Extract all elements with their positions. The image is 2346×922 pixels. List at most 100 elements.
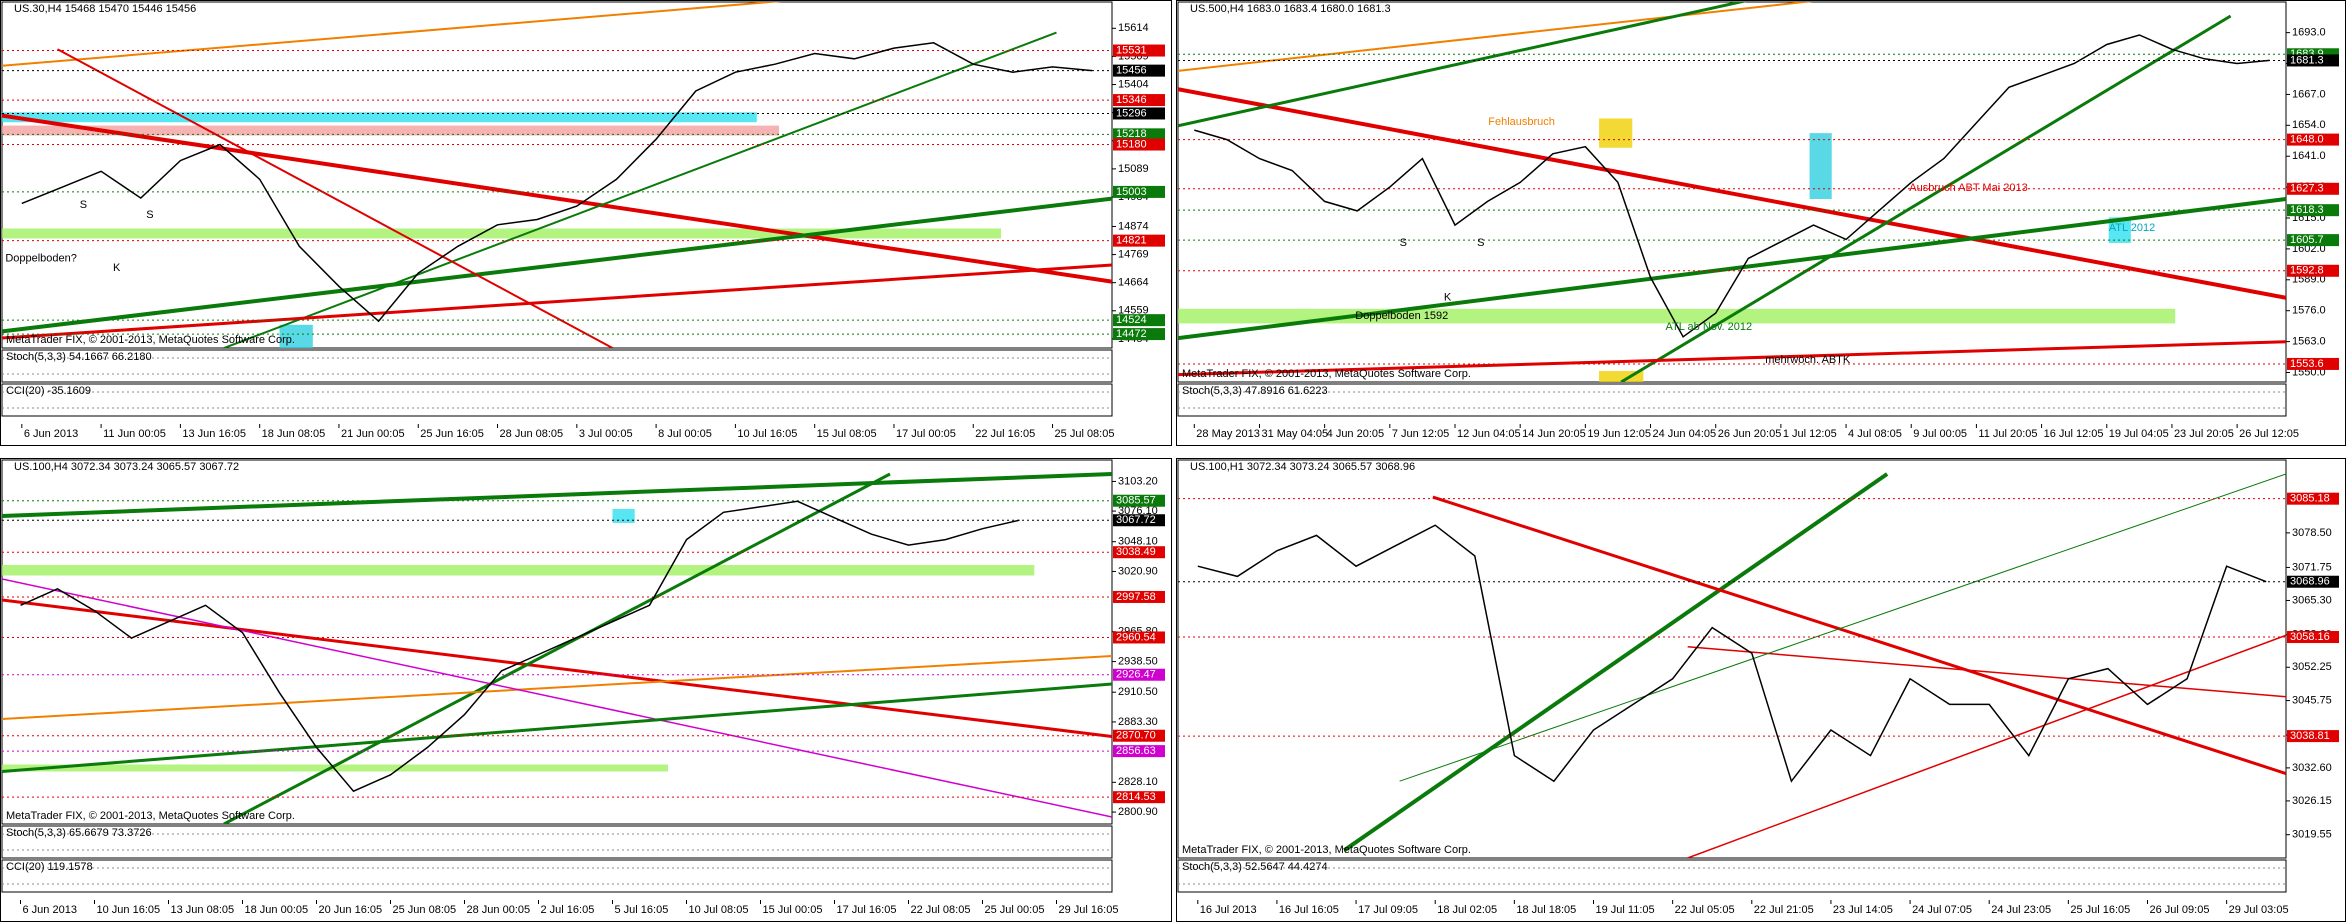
highlight-zone (612, 509, 635, 523)
trend-line (1178, 197, 2286, 341)
y-tick-label: 14769 (1118, 248, 1149, 260)
level-label: 1553.6 (2290, 358, 2324, 370)
y-tick-label: 15614 (1118, 22, 1149, 34)
x-tick-label: 23 Jul 14:05 (1833, 904, 1893, 916)
level-box (1113, 64, 1165, 77)
level-label: 3085.57 (1116, 495, 1156, 507)
x-tick-label: 2 Jul 16:05 (541, 904, 595, 916)
plot-frame (1, 1, 1113, 349)
x-tick-label: 5 Jul 16:05 (615, 904, 669, 916)
y-tick-label: 3052.25 (2292, 661, 2332, 673)
y-tick-label: 3103.20 (1118, 475, 1158, 487)
trend-line (1620, 14, 2232, 382)
indicator-label: CCI(20) 119.1578 (6, 861, 93, 873)
level-label: 1681.3 (2290, 54, 2324, 66)
trend-line (1178, 87, 2286, 300)
x-tick-label: 22 Jul 05:05 (1675, 904, 1735, 916)
level-box (2287, 730, 2339, 743)
x-tick-label: 15 Jul 08:05 (817, 428, 877, 440)
x-tick-label: 31 May 04:05 (1261, 428, 1328, 440)
level-label: 1618.3 (2290, 204, 2324, 216)
level-box (2287, 54, 2339, 67)
highlight-zone (1599, 371, 1644, 382)
level-box (1113, 631, 1165, 644)
x-tick-label: 12 Jun 04:05 (1457, 428, 1521, 440)
x-tick-label: 8 Jul 00:05 (658, 428, 712, 440)
trend-line (2, 196, 1112, 334)
level-box (1113, 44, 1165, 57)
level-label: 15346 (1116, 94, 1147, 106)
level-box (1113, 94, 1165, 107)
trend-line (1399, 473, 2286, 782)
trend-line (2, 113, 1112, 284)
level-box (1113, 668, 1165, 681)
x-tick-label: 10 Jun 16:05 (97, 904, 161, 916)
plot-frame (1177, 459, 2287, 859)
indicator-pane (1, 383, 1113, 417)
level-box (1113, 494, 1165, 507)
highlight-zone (2, 125, 779, 136)
level-box (1113, 107, 1165, 120)
x-tick-label: 26 Jul 12:05 (2239, 428, 2299, 440)
trend-line (1432, 495, 2286, 775)
annotation: Fehlausbruch (1488, 116, 1555, 128)
level-label: 14821 (1116, 235, 1147, 247)
chart-header: US.100,H4 3072.34 3073.24 3065.57 3067.7… (14, 461, 239, 473)
indicator-label: Stoch(5,3,3) 54.1667 66.2180 (6, 351, 152, 363)
indicator-pane (1177, 383, 2287, 417)
level-box (1113, 138, 1165, 151)
x-tick-label: 15 Jul 00:05 (763, 904, 823, 916)
level-label: 15003 (1116, 186, 1147, 198)
x-tick-label: 18 Jun 08:05 (262, 428, 326, 440)
x-tick-label: 21 Jun 00:05 (341, 428, 405, 440)
annotation: K (1444, 292, 1452, 304)
highlight-zone (1809, 133, 1832, 199)
trend-line (1178, 340, 2286, 377)
indicator-pane (1, 825, 1113, 859)
x-tick-label: 22 Jul 21:05 (1754, 904, 1814, 916)
chart-window: US.500,H4 1683.0 1683.4 1680.0 1681.3 169… (1176, 0, 2346, 446)
indicator-label: Stoch(5,3,3) 65.6679 73.3726 (6, 827, 152, 839)
x-tick-label: 11 Jul 20:05 (1978, 428, 2037, 440)
y-tick-label: 2938.50 (1118, 655, 1158, 667)
x-tick-label: 26 Jun 20:05 (1718, 428, 1782, 440)
indicator-label: CCI(20) -35.1609 (6, 385, 91, 397)
x-tick-label: 4 Jul 08:05 (1848, 428, 1902, 440)
x-tick-label: 16 Jul 16:05 (1279, 904, 1339, 916)
x-tick-label: 24 Jul 23:05 (1991, 904, 2051, 916)
x-tick-label: 3 Jul 00:05 (579, 428, 633, 440)
x-tick-label: 19 Jul 11:05 (1596, 904, 1655, 916)
y-tick-label: 2828.10 (1118, 776, 1158, 788)
level-label: 1605.7 (2290, 234, 2324, 246)
x-tick-label: 18 Jun 00:05 (245, 904, 309, 916)
y-tick-label: 2800.90 (1118, 806, 1158, 818)
copyright: MetaTrader FIX, © 2001-2013, MetaQuotes … (6, 810, 295, 822)
level-box (1113, 729, 1165, 742)
trend-line (2, 578, 1112, 818)
y-tick-label: 3045.75 (2292, 694, 2332, 706)
x-tick-label: 11 Jun 00:05 (103, 428, 166, 440)
level-label: 15531 (1116, 44, 1147, 56)
y-tick-label: 1576.0 (2292, 305, 2326, 317)
x-tick-label: 25 Jul 00:05 (985, 904, 1045, 916)
chart-header: US.30,H4 15468 15470 15446 15456 (14, 3, 196, 15)
y-tick-label: 3020.90 (1118, 565, 1158, 577)
x-tick-label: 19 Jul 04:05 (2109, 428, 2169, 440)
level-box (1113, 314, 1165, 327)
highlight-zone (2, 112, 757, 123)
highlight-zone (2, 565, 1035, 576)
level-box (1113, 128, 1165, 141)
x-tick-label: 29 Jul 03:05 (2229, 904, 2289, 916)
indicator-label: Stoch(5,3,3) 47.8916 61.6223 (1182, 385, 1328, 397)
level-label: 2856.63 (1116, 745, 1156, 757)
y-tick-label: 3065.30 (2292, 594, 2332, 606)
x-tick-label: 16 Jul 12:05 (2044, 428, 2104, 440)
annotation: S (1477, 237, 1484, 249)
trend-line (2, 682, 1112, 773)
x-tick-label: 23 Jul 20:05 (2174, 428, 2234, 440)
highlight-zone (279, 324, 313, 348)
level-label: 3058.16 (2290, 631, 2330, 643)
x-tick-label: 6 Jun 2013 (23, 904, 77, 916)
level-box (2287, 182, 2339, 195)
